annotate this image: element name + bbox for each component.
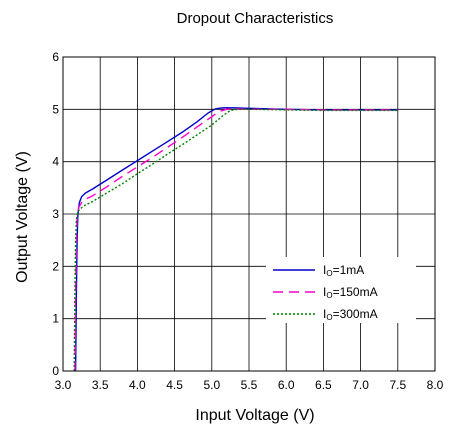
x-tick-label: 7.0: [352, 378, 369, 392]
legend-label-subscript: O: [326, 291, 332, 300]
legend-label-main: I: [323, 263, 326, 277]
x-tick-label: 5.0: [203, 378, 220, 392]
series-line-2: [74, 108, 398, 372]
legend-box: [266, 257, 416, 323]
legend-label-value: =1mA: [333, 263, 365, 277]
y-tick-label: 1: [52, 312, 59, 326]
x-tick-label: 4.0: [129, 378, 146, 392]
series-line-1: [74, 107, 398, 372]
legend-label-subscript: O: [326, 269, 332, 278]
legend-label-2: IO=150mA: [323, 285, 378, 300]
y-tick-label: 4: [52, 155, 59, 169]
x-tick-label: 3.5: [92, 378, 109, 392]
legend-label-1: IO=1mA: [323, 263, 364, 278]
x-axis-label: Input Voltage (V): [195, 407, 314, 424]
x-tick-label: 3.0: [55, 378, 72, 392]
legend-label-main: I: [323, 285, 326, 299]
legend-label-main: I: [323, 307, 326, 321]
legend-label-subscript: O: [326, 313, 332, 322]
y-tick-label: 2: [52, 259, 59, 273]
y-tick-label: 6: [52, 50, 59, 64]
legend-label-value: =150mA: [333, 285, 378, 299]
x-tick-labels: 3.0 3.5 4.0 4.5 5.0 5.5 6.0 6.5 7.0 7.5 8.0: [55, 378, 444, 392]
plot-frame: [62, 56, 436, 372]
legend-label-value: =300mA: [333, 307, 378, 321]
x-tick-label: 7.5: [389, 378, 406, 392]
x-tick-label: 8.0: [427, 378, 444, 392]
y-tick-label: 0: [52, 364, 59, 378]
legend-label-3: IO=300mA: [323, 307, 378, 322]
y-tick-labels: 0 1 2 3 4 5 6: [52, 50, 59, 378]
x-tick-label: 6.0: [278, 378, 295, 392]
x-tick-label: 6.5: [315, 378, 332, 392]
y-tick-label: 5: [52, 102, 59, 116]
y-axis-label: Output Voltage (V): [14, 151, 31, 283]
x-tick-label: 4.5: [166, 378, 183, 392]
y-tick-label: 3: [52, 207, 59, 221]
x-tick-label: 5.5: [241, 378, 258, 392]
chart-title: Dropout Characteristics: [177, 10, 334, 27]
data-series: [73, 107, 398, 372]
series-line-3: [73, 108, 398, 372]
